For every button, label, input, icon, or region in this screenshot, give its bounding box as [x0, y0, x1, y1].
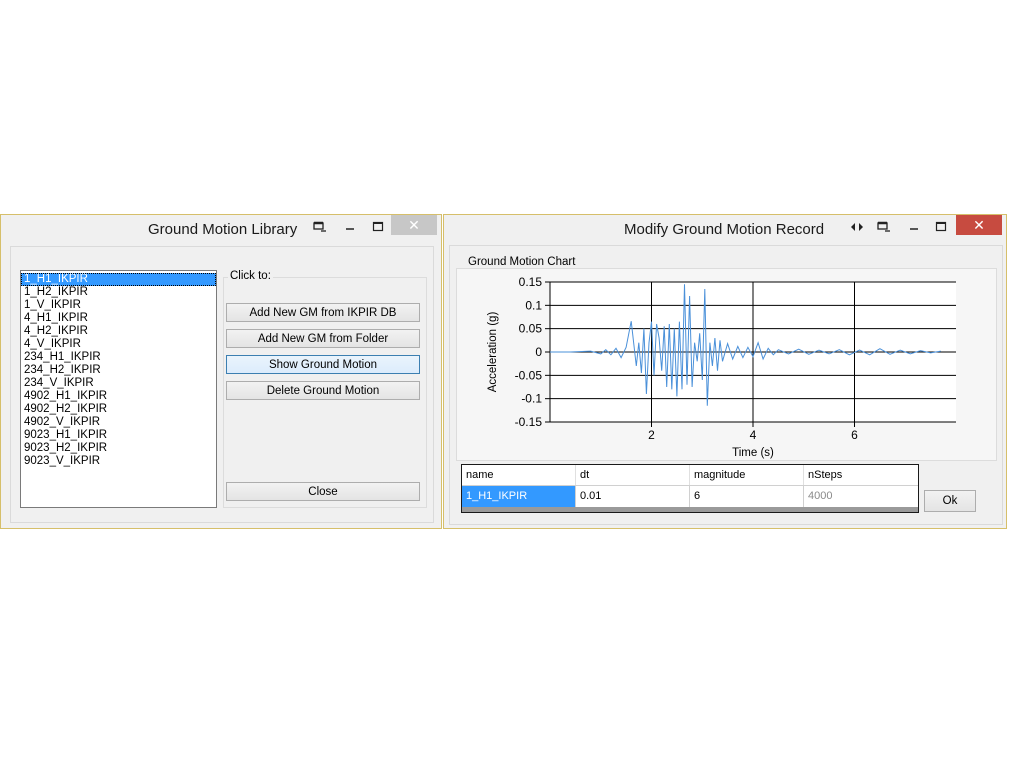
- chart-group-label: Ground Motion Chart: [466, 256, 578, 268]
- restore-icon[interactable]: [313, 218, 327, 236]
- delete-ground-motion-button[interactable]: Delete Ground Motion: [226, 381, 420, 400]
- column-header-name[interactable]: name: [462, 465, 576, 485]
- maximize-icon[interactable]: [934, 218, 948, 236]
- ground-motion-list[interactable]: 1_H1_IKPIR 1_H2_IKPIR 1_V_IKPIR 4_H1_IKPIR 4…: [20, 270, 217, 508]
- library-client: 1_H1_IKPIR 1_H2_IKPIR 1_V_IKPIR 4_H1_IKPIR 4…: [10, 246, 434, 523]
- list-item[interactable]: 234_V_IKPIR: [24, 377, 94, 389]
- library-titlebar[interactable]: Ground Motion Library ✕: [1, 215, 441, 243]
- click-to-group: [223, 277, 427, 508]
- minimize-icon[interactable]: [343, 218, 357, 236]
- list-item[interactable]: 9023_H2_IKPIR: [24, 442, 108, 454]
- column-header-magnitude[interactable]: magnitude: [690, 465, 804, 485]
- add-from-db-button[interactable]: Add New GM from IKPIR DB: [226, 303, 420, 322]
- list-item[interactable]: 234_H2_IKPIR: [24, 364, 101, 376]
- list-item[interactable]: 9023_V_IKPIR: [24, 455, 101, 467]
- cell-dt[interactable]: 0.01: [576, 485, 690, 507]
- y-tick-label: 0.15: [519, 275, 543, 289]
- minimize-icon[interactable]: [907, 218, 921, 236]
- list-item[interactable]: 1_H2_IKPIR: [24, 286, 88, 298]
- chart-series-line: [550, 284, 941, 406]
- click-to-label: Click to:: [228, 270, 273, 282]
- close-icon[interactable]: ✕: [956, 215, 1002, 235]
- y-tick-label: -0.05: [515, 368, 543, 382]
- list-item[interactable]: 4902_V_IKPIR: [24, 416, 101, 428]
- library-window: Ground Motion Library ✕ 1_H1_IKPIR 1_H2_I…: [0, 214, 442, 529]
- y-tick-label: -0.15: [515, 415, 543, 429]
- record-client: Ground Motion Chart 0.15 0.1 0.05 0 -0.05 -0.…: [449, 245, 1003, 525]
- list-item[interactable]: 4902_H2_IKPIR: [24, 403, 108, 415]
- ok-button[interactable]: Ok: [924, 490, 976, 512]
- record-titlebar[interactable]: Modify Ground Motion Record ✕: [444, 215, 1006, 243]
- add-from-folder-button[interactable]: Add New GM from Folder: [226, 329, 420, 348]
- column-header-nsteps[interactable]: nSteps: [808, 469, 843, 481]
- table-horizontal-scrollbar[interactable]: [462, 507, 918, 512]
- list-item[interactable]: 4902_H1_IKPIR: [24, 390, 108, 402]
- x-tick-label: 4: [750, 428, 757, 442]
- close-button[interactable]: Close: [226, 482, 420, 501]
- list-item[interactable]: 4_V_IKPIR: [24, 338, 81, 350]
- record-title: Modify Ground Motion Record: [624, 221, 825, 238]
- y-tick-label: 0.1: [525, 298, 542, 312]
- y-axis-label: Acceleration (g): [487, 312, 499, 393]
- cell-nsteps[interactable]: 4000: [804, 485, 918, 507]
- cell-magnitude[interactable]: 6: [690, 485, 804, 507]
- maximize-icon[interactable]: [371, 218, 385, 236]
- list-item[interactable]: 4_H1_IKPIR: [24, 312, 88, 324]
- list-item[interactable]: 1_H1_IKPIR: [21, 273, 216, 286]
- x-tick-label: 6: [851, 428, 858, 442]
- list-item[interactable]: 234_H1_IKPIR: [24, 351, 101, 363]
- record-table[interactable]: name dt magnitude nSteps 1_H1_IKPIR 0.01…: [461, 464, 919, 513]
- record-window: Modify Ground Motion Record ✕ Ground Mot…: [443, 214, 1007, 529]
- show-ground-motion-button[interactable]: Show Ground Motion: [226, 355, 420, 374]
- close-icon[interactable]: ✕: [391, 215, 437, 235]
- list-item[interactable]: 1_V_IKPIR: [24, 299, 81, 311]
- cell-name[interactable]: 1_H1_IKPIR: [462, 485, 576, 507]
- resize-icon[interactable]: [850, 218, 864, 236]
- y-tick-label: 0.05: [519, 322, 543, 336]
- y-tick-label: 0: [535, 345, 542, 359]
- column-header-dt[interactable]: dt: [576, 465, 690, 485]
- restore-icon[interactable]: [877, 218, 891, 236]
- x-tick-label: 2: [648, 428, 655, 442]
- list-item[interactable]: 4_H2_IKPIR: [24, 325, 88, 337]
- list-item[interactable]: 9023_H1_IKPIR: [24, 429, 108, 441]
- library-title: Ground Motion Library: [148, 221, 298, 238]
- x-axis-label: Time (s): [732, 447, 774, 459]
- ground-motion-chart: 0.15 0.1 0.05 0 -0.05 -0.1 -0.15 2 4 6 Time (s) A…: [487, 275, 956, 459]
- y-tick-label: -0.1: [521, 392, 542, 406]
